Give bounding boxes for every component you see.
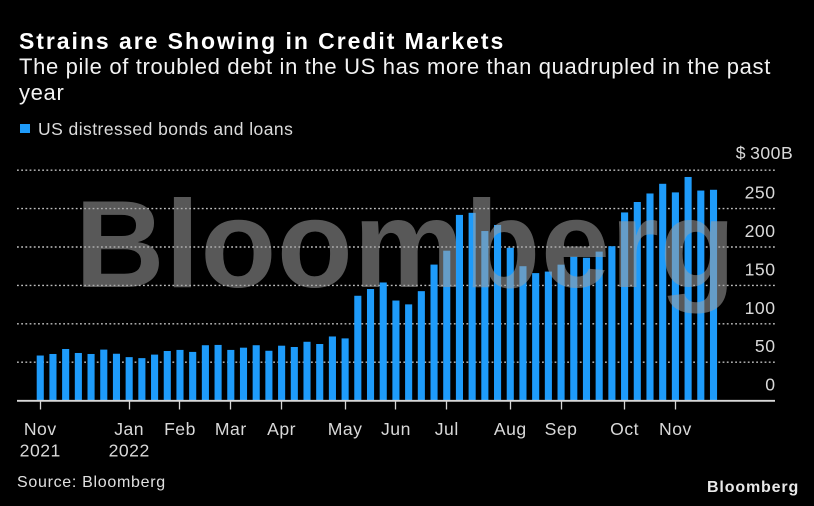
svg-text:100: 100: [745, 298, 776, 318]
svg-text:2021: 2021: [20, 441, 61, 461]
svg-text:Jan: Jan: [114, 419, 144, 439]
svg-text:Sep: Sep: [545, 419, 578, 439]
svg-text:250: 250: [745, 183, 776, 203]
svg-text:0: 0: [765, 375, 775, 395]
svg-text:Nov: Nov: [659, 419, 692, 439]
svg-text:Mar: Mar: [215, 419, 247, 439]
svg-text:50: 50: [755, 336, 776, 356]
svg-text:Bloomberg: Bloomberg: [75, 176, 736, 314]
svg-text:$ 300B: $ 300B: [736, 143, 793, 163]
svg-text:Oct: Oct: [610, 419, 639, 439]
svg-text:150: 150: [745, 259, 776, 279]
svg-text:Apr: Apr: [267, 419, 296, 439]
svg-text:200: 200: [745, 221, 776, 241]
svg-text:Jul: Jul: [435, 419, 459, 439]
svg-text:Aug: Aug: [494, 419, 527, 439]
svg-text:Jun: Jun: [381, 419, 411, 439]
svg-text:2022: 2022: [109, 441, 150, 461]
svg-text:May: May: [328, 419, 363, 439]
svg-text:Nov: Nov: [24, 419, 57, 439]
svg-text:Feb: Feb: [164, 419, 196, 439]
